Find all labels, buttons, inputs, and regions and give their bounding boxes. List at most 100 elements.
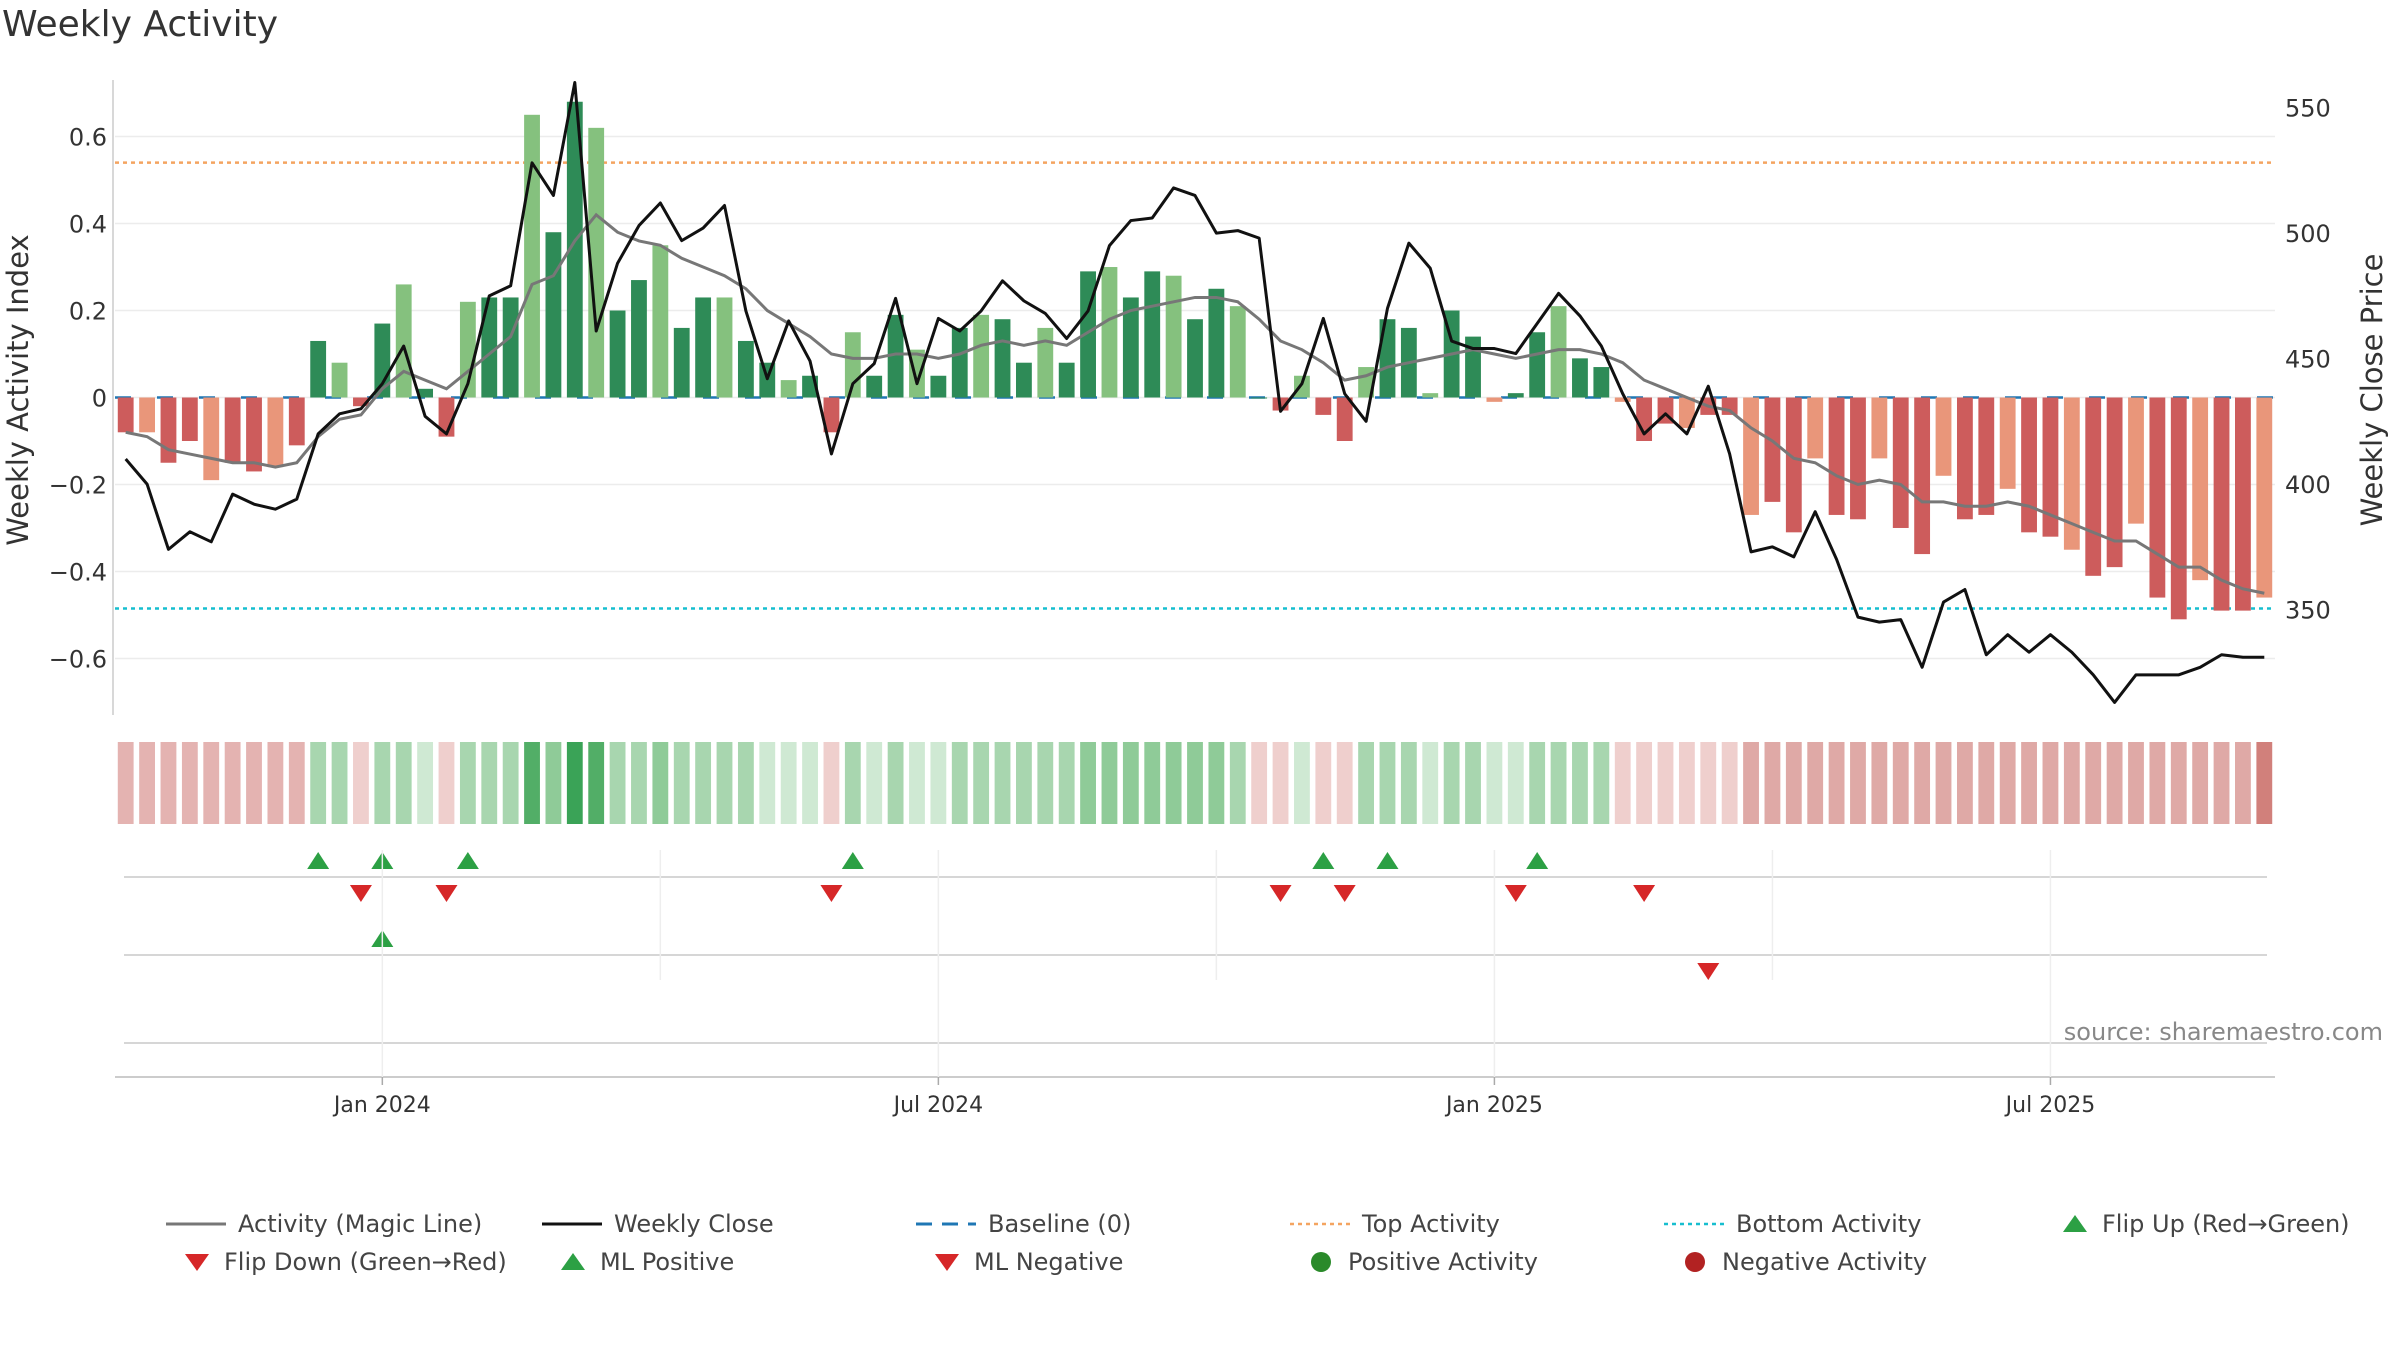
activity-bar [1828, 397, 1845, 515]
y-tick-label-right: 450 [2285, 346, 2331, 374]
heat-strip-cell [1550, 742, 1567, 824]
activity-bar [1743, 397, 1759, 515]
legend-label: ML Negative [974, 1248, 1124, 1276]
heat-strip-cell [673, 742, 690, 824]
activity-bar [866, 375, 883, 398]
heat-strip-cell [1828, 742, 1845, 824]
heat-strip-cell [951, 742, 968, 824]
activity-bar [1422, 393, 1439, 398]
legend-weekly-close: Weekly Close [542, 1210, 774, 1238]
heat-strip-cell [1443, 742, 1460, 824]
legend-flip-up: Flip Up (Red→Green) [2060, 1210, 2350, 1238]
heat-strip-cell [588, 742, 605, 824]
activity-bar [994, 319, 1011, 398]
legend-negative-activity: Negative Activity [1680, 1248, 1927, 1276]
weekly-close-line [124, 81, 2265, 704]
legend-ml-negative: ML Negative [932, 1248, 1123, 1276]
activity-bar [545, 232, 562, 398]
legend-label: Weekly Close [614, 1210, 774, 1238]
heat-strip-cell [780, 742, 797, 824]
heat-strip-cell [1165, 742, 1182, 824]
heat-strip-cell [1037, 742, 1054, 824]
activity-bar [1593, 367, 1610, 398]
weekly-activity-chart: 0.6 0.4 0.2 0 −0.2 −0.4 −0.6 550 500 450 400 350 Ja… [1, 80, 2389, 1118]
y-tick-label-right: 350 [2285, 597, 2331, 625]
activity-bar [288, 397, 305, 446]
legend: Activity (Magic Line) Weekly Close Basel… [0, 1200, 2400, 1300]
activity-bar [1764, 397, 1781, 502]
activity-bar [609, 310, 626, 398]
activity-bar [181, 397, 198, 441]
activity-bar [267, 397, 284, 468]
activity-bar [780, 380, 797, 398]
activity-bar [2063, 397, 2080, 550]
heat-strip-cell [866, 742, 883, 824]
heat-strip-cell [1657, 742, 1674, 824]
heat-strip-cell [353, 742, 369, 824]
flip-up-marker [456, 852, 479, 869]
y-tick-label-left: −0.2 [49, 471, 107, 499]
activity-bar [395, 284, 412, 398]
activity-bar [1935, 397, 1952, 476]
activity-bar [1165, 275, 1182, 398]
heat-strip-cell [2021, 742, 2037, 824]
heat-strip-cell [566, 742, 583, 824]
flip-down-marker [820, 885, 843, 902]
legend-magic-line: Activity (Magic Line) [166, 1210, 482, 1238]
heat-strip-cell [1058, 742, 1075, 824]
activity-bar [524, 114, 540, 398]
activity-bar [1850, 397, 1866, 520]
activity-bar [2235, 397, 2251, 611]
activity-bar [909, 349, 925, 398]
triangle-down-icon [935, 1254, 959, 1271]
y-tick-label-left: 0.4 [69, 211, 107, 239]
heat-strip-cell [973, 742, 990, 824]
legend-label: ML Positive [600, 1248, 735, 1276]
heat-strip-cell [609, 742, 626, 824]
y-axis-label-right: Weekly Close Price [2355, 254, 2389, 527]
activity-bar [1037, 327, 1054, 398]
activity-bar [1978, 397, 1995, 515]
heat-strip-cell [802, 742, 818, 824]
y-tick-label-right: 550 [2285, 95, 2331, 123]
heat-strip-cell [374, 742, 391, 824]
activity-bar [1807, 397, 1824, 459]
flip-up-marker [307, 852, 330, 869]
y-tick-label-left: −0.6 [49, 645, 107, 673]
heat-strip-cell [1678, 742, 1695, 824]
flip-up-marker [841, 852, 864, 869]
heat-strip-cell [1101, 742, 1118, 824]
activity-bar [930, 375, 947, 398]
activity-bar [823, 397, 840, 433]
activity-bar [1336, 397, 1353, 441]
activity-bar [1251, 397, 1268, 399]
activity-bars [117, 101, 2273, 620]
heat-strip-cell [117, 742, 134, 824]
activity-bar [160, 397, 177, 463]
activity-bar [1614, 397, 1631, 402]
activity-bar [353, 397, 369, 407]
heat-strip-cell [2213, 742, 2230, 824]
legend-bottom-activity: Bottom Activity [1664, 1210, 1921, 1238]
activity-bar [502, 297, 519, 398]
heat-strip-cell [459, 742, 476, 824]
heat-strip-cell [1956, 742, 1973, 824]
activity-bar [2256, 397, 2273, 598]
activity-bar [716, 297, 733, 398]
y-tick-label-right: 400 [2285, 471, 2331, 499]
legend-label: Flip Up (Red→Green) [2102, 1210, 2350, 1238]
heat-strip-cell [1935, 742, 1952, 824]
activity-bar [203, 397, 220, 481]
heat-strip-cell [930, 742, 947, 824]
legend-label: Flip Down (Green→Red) [224, 1248, 507, 1276]
legend-label: Activity (Magic Line) [238, 1210, 483, 1238]
line-swatch-icon [542, 1222, 602, 1226]
heat-strip-cell [2235, 742, 2251, 824]
legend-top-activity: Top Activity [1290, 1210, 1500, 1238]
dashed-line-icon [916, 1222, 976, 1226]
activity-bar [2213, 397, 2230, 611]
heat-strip-cell [1486, 742, 1503, 824]
activity-bar [1486, 397, 1503, 402]
heat-strip-cell [224, 742, 241, 824]
heat-strip-cell [652, 742, 669, 824]
